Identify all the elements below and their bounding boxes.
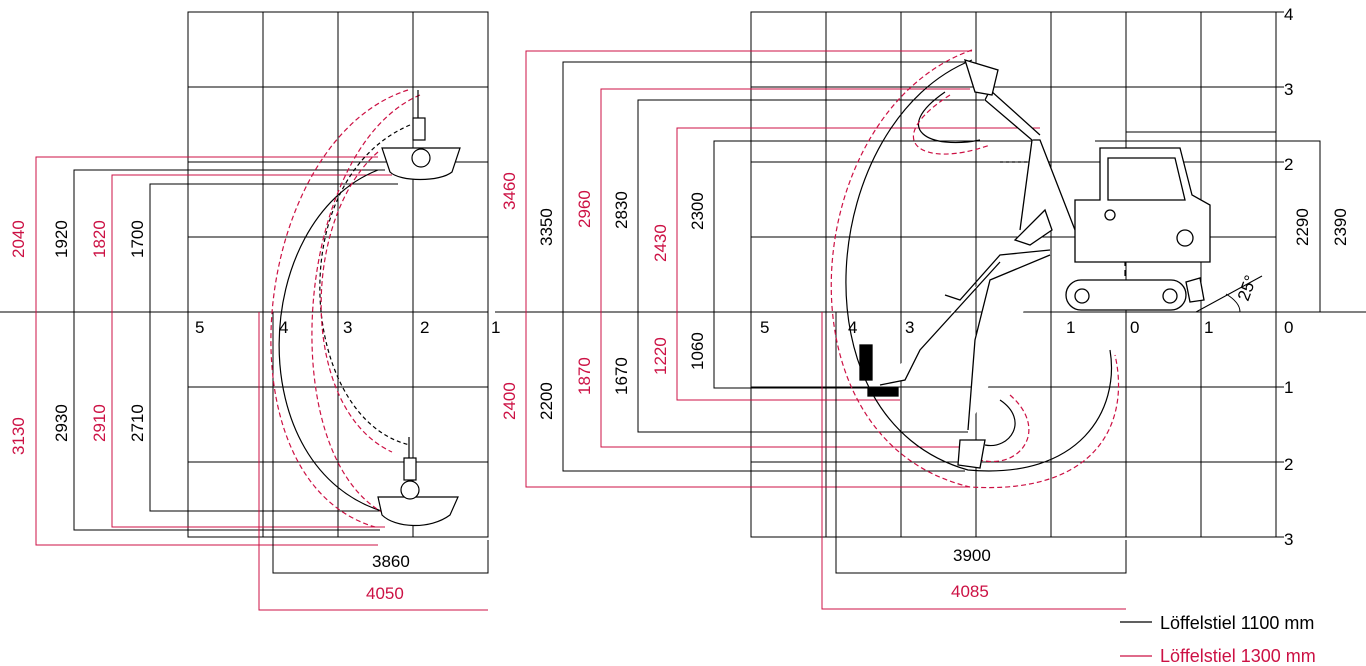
right-height-label: 3350 xyxy=(537,208,556,246)
right-height-label: 2960 xyxy=(575,190,594,228)
left-height-dimensions xyxy=(35,156,489,611)
left-grid xyxy=(0,11,489,538)
right-grid-y-label: 3 xyxy=(1284,80,1293,99)
left-grid-x-label: 1 xyxy=(491,318,500,337)
right-angle-label: 25° xyxy=(1234,273,1261,304)
legend: Löffelstiel 1100 mm Löffelstiel 1300 mm xyxy=(1120,613,1316,666)
left-reach-label: 3860 xyxy=(372,552,410,571)
right-side-height-label: 2390 xyxy=(1331,208,1350,246)
right-grid-y-label: 1 xyxy=(1284,378,1293,397)
left-height-label: 1820 xyxy=(90,220,109,258)
right-height-label: 2430 xyxy=(651,224,670,262)
left-grid-x-label: 3 xyxy=(343,318,352,337)
right-grid-y-label: 2 xyxy=(1284,155,1293,174)
right-grid-y-label: 3 xyxy=(1284,530,1293,549)
left-excavator-bottom xyxy=(377,437,459,527)
left-reach-label: 4050 xyxy=(366,584,404,603)
right-depth-label: 1670 xyxy=(612,357,631,395)
left-depth-label: 2710 xyxy=(128,404,147,442)
right-excavator-side xyxy=(859,59,1211,469)
right-height-dimensions xyxy=(525,50,1321,610)
left-grid-x-label: 4 xyxy=(279,318,288,337)
right-view: 5 4 3 2 1 0 1 4 3 2 0 1 2 3 xyxy=(495,5,1366,610)
right-grid-y-label: 0 xyxy=(1284,318,1293,337)
right-reach-label: 3900 xyxy=(953,546,991,565)
right-grid-x-label: 5 xyxy=(760,318,769,337)
right-grid-x-label: 1 xyxy=(1066,318,1075,337)
right-grid xyxy=(495,11,1366,538)
left-height-label: 2040 xyxy=(9,220,28,258)
right-grid-x-label: 0 xyxy=(1130,318,1139,337)
right-grid-x-label: 1 xyxy=(1204,318,1213,337)
right-grid-y-label: 2 xyxy=(1284,455,1293,474)
right-reach-arcs xyxy=(830,49,1126,489)
left-reach-arcs xyxy=(270,89,421,528)
right-grid-y-label: 4 xyxy=(1284,5,1293,24)
right-reach-label: 4085 xyxy=(951,582,989,601)
left-grid-x-label: 2 xyxy=(420,318,429,337)
legend-label: Löffelstiel 1100 mm xyxy=(1160,613,1314,633)
right-angle-indicator xyxy=(1195,275,1263,313)
left-height-label: 1700 xyxy=(128,220,147,258)
right-height-label: 3460 xyxy=(500,172,519,210)
left-excavator-top xyxy=(381,90,461,181)
left-height-label: 1920 xyxy=(52,220,71,258)
right-depth-label: 1220 xyxy=(651,337,670,375)
legend-label: Löffelstiel 1300 mm xyxy=(1160,646,1316,666)
left-depth-label: 2910 xyxy=(90,404,109,442)
right-grid-x-label: 4 xyxy=(848,318,857,337)
right-axis-ticks xyxy=(1276,11,1284,538)
right-depth-label: 1870 xyxy=(575,357,594,395)
left-view: 5 4 3 2 1 xyxy=(0,11,500,611)
right-depth-label: 1060 xyxy=(688,332,707,370)
left-grid-x-label: 5 xyxy=(195,318,204,337)
left-depth-label: 2930 xyxy=(52,404,71,442)
right-side-height-label: 2290 xyxy=(1293,208,1312,246)
right-depth-label: 2200 xyxy=(537,382,556,420)
right-height-label: 2830 xyxy=(612,191,631,229)
right-height-label: 2300 xyxy=(688,192,707,230)
right-grid-x-label: 3 xyxy=(905,318,914,337)
right-depth-label: 2400 xyxy=(500,382,519,420)
left-depth-label: 3130 xyxy=(9,417,28,455)
